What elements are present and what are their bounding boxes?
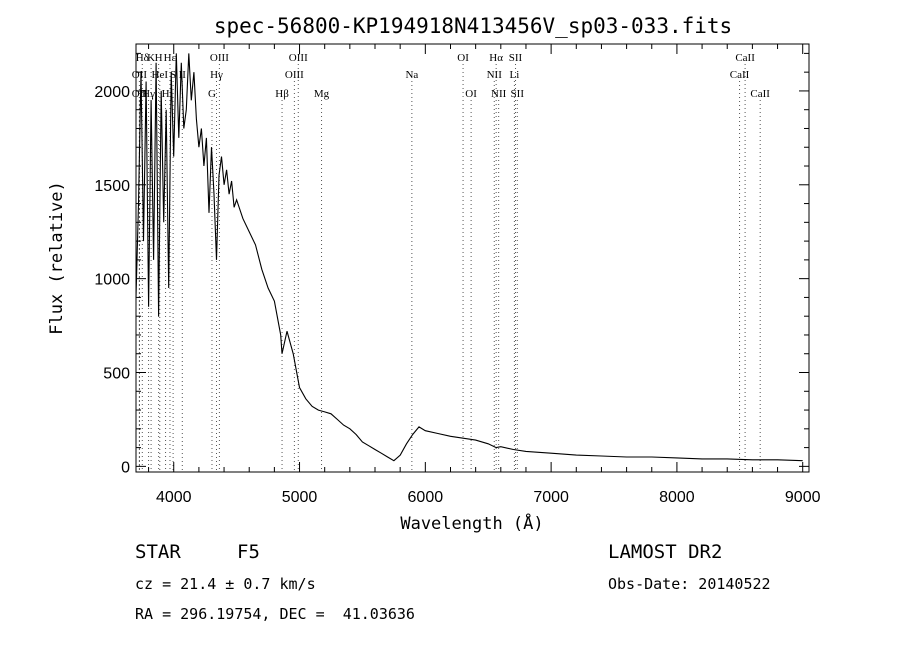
object-class: STAR: [135, 541, 181, 563]
marker-label: HeI: [152, 69, 169, 81]
marker-label: OI: [465, 88, 477, 100]
marker-label: OI: [457, 52, 469, 64]
marker-label: OIII: [289, 52, 308, 64]
x-tick-label: 8000: [659, 489, 695, 506]
y-tick-label: 0: [121, 459, 130, 476]
marker-label: Na: [405, 69, 418, 81]
marker-label: H: [155, 52, 163, 64]
marker-label: Hε: [164, 52, 177, 64]
y-axis: 0 500 1000 1500 2000: [94, 52, 809, 476]
x-tick-label: 7000: [533, 489, 569, 506]
marker-label: CaII: [730, 69, 750, 81]
marker-label: Hδ: [136, 52, 149, 64]
marker-label: Hβ: [275, 88, 289, 100]
y-tick-label: 500: [103, 366, 130, 383]
chart-title: spec-56800-KP194918N413456V_sp03-033.fit…: [214, 14, 732, 38]
marker-label: CaII: [750, 88, 770, 100]
coordinates: RA = 296.19754, DEC = 41.03636: [135, 605, 415, 623]
marker-label: Li: [509, 69, 519, 81]
marker-label: S: [170, 69, 176, 81]
x-tick-label: 6000: [408, 489, 444, 506]
x-axis-label: Wavelength (Å): [400, 512, 543, 534]
marker-label: H: [162, 88, 170, 100]
x-tick-label: 9000: [785, 489, 821, 506]
plot-frame: [135, 43, 810, 473]
marker-label: OII: [132, 69, 148, 81]
marker-label: Mg: [314, 88, 330, 100]
subclass: F5: [237, 541, 260, 563]
marker-label: G: [208, 88, 216, 100]
series-group: [135, 53, 803, 462]
y-tick-label: 2000: [94, 84, 130, 101]
marker-label: CaII: [735, 52, 755, 64]
survey-name: LAMOST DR2: [608, 541, 723, 563]
marker-label: OIII: [285, 69, 304, 81]
y-tick-label: 1500: [94, 178, 130, 195]
x-tick-label: 4000: [156, 489, 192, 506]
marker-label: NII: [491, 88, 507, 100]
marker-label: SII: [509, 52, 523, 64]
y-tick-label: 1000: [94, 272, 130, 289]
spectrum-line: [135, 53, 803, 462]
marker-label: K: [147, 52, 155, 64]
marker-label: II: [179, 69, 187, 81]
marker-label: Hα: [489, 52, 503, 64]
x-axis: 4000 5000 6000 7000 8000 9000: [148, 44, 821, 506]
marker-label: OIII: [210, 52, 229, 64]
marker-label: SII: [511, 88, 525, 100]
x-tick-label: 5000: [282, 489, 318, 506]
obs-date: Obs-Date: 20140522: [608, 575, 771, 593]
marker-label: NII: [487, 69, 503, 81]
redshift-cz: cz = 21.4 ± 0.7 km/s: [135, 575, 316, 593]
marker-label: Hγ: [142, 88, 155, 100]
marker-label: Hγ: [210, 69, 223, 81]
y-axis-label: Flux (relative): [47, 181, 67, 335]
